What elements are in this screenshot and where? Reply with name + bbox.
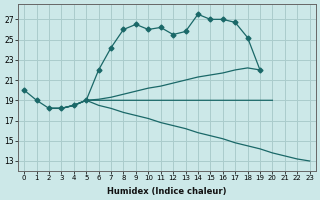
X-axis label: Humidex (Indice chaleur): Humidex (Indice chaleur) [107, 187, 227, 196]
